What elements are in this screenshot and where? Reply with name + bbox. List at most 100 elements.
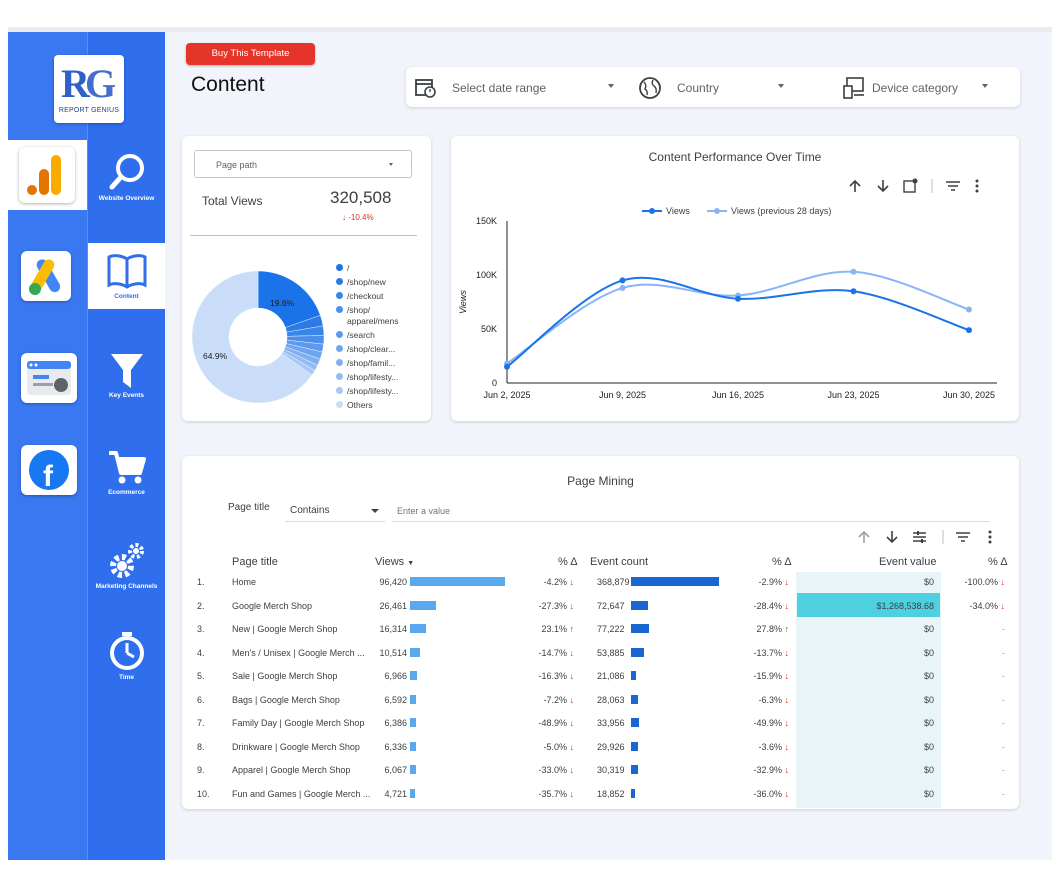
filter-value-input[interactable] [392, 500, 990, 522]
chart-settings-icon[interactable] [903, 178, 918, 193]
nav-ecommerce[interactable]: Ecommerce [88, 439, 165, 505]
row-number: 7. [197, 718, 205, 728]
donut-legend-item[interactable]: /checkout [336, 291, 417, 302]
sort-up-icon[interactable] [858, 530, 870, 543]
row-event-value: $0 [923, 647, 934, 658]
down-arrow-icon: ↓ [781, 741, 789, 752]
series-line [506, 270, 970, 365]
legend-swatch [336, 264, 343, 271]
slice-label-root: 19.6% [270, 298, 295, 308]
down-arrow-icon: ↓ [781, 788, 789, 799]
data-point[interactable] [966, 327, 972, 334]
sort-down-icon[interactable] [877, 180, 889, 193]
col-views[interactable]: Views ▼ [375, 556, 414, 568]
col-value-delta[interactable]: % Δ [988, 556, 1008, 568]
donut-legend-item[interactable]: /shop/famil... [336, 358, 417, 369]
device-category-filter[interactable]: Device category [842, 67, 992, 107]
google-analytics-tile[interactable] [19, 147, 75, 203]
data-point[interactable] [966, 306, 972, 313]
filter-icon[interactable] [946, 181, 960, 191]
slice-label-others: 64.9% [203, 351, 228, 361]
donut-legend-item[interactable]: /shop/clear... [336, 344, 417, 355]
data-point[interactable] [619, 277, 626, 284]
donut-legend-item[interactable]: /search [336, 330, 417, 341]
data-point[interactable] [850, 288, 857, 295]
down-arrow-icon: ↓ [781, 694, 789, 705]
data-point[interactable] [504, 363, 510, 370]
more-vert-icon[interactable] [988, 530, 992, 544]
row-views: 6,336 [384, 741, 407, 752]
sort-desc-icon: ▼ [407, 560, 415, 567]
donut-legend-item[interactable]: /shop/new [336, 277, 417, 288]
donut-slice[interactable] [191, 270, 313, 404]
legend-label: /shop/ apparel/mens [347, 305, 399, 326]
row-page-title: Bags | Google Merch Shop [232, 694, 340, 705]
date-range-label: Select date range [452, 81, 547, 95]
page-mining-card: Page Mining Page title Contains Page tit… [182, 456, 1019, 809]
col-views-delta[interactable]: % Δ [558, 556, 578, 568]
data-point[interactable] [735, 295, 741, 302]
logo-caption: REPORT GENIUS [58, 107, 120, 114]
chevron-down-icon [608, 84, 614, 88]
down-arrow-icon: ↓ [342, 213, 349, 222]
down-arrow-icon: ↓ [781, 600, 789, 611]
facebook-tile[interactable]: f [21, 445, 77, 495]
row-views-delta: -48.9% ↓ [538, 718, 574, 728]
google-ads-tile[interactable] [21, 251, 71, 301]
col-events-delta[interactable]: % Δ [772, 556, 792, 568]
views-bar [410, 788, 415, 798]
filter-icon[interactable] [956, 532, 970, 542]
col-event-value[interactable]: Event value [879, 556, 937, 568]
nav-website-overview[interactable]: Website Overview [88, 145, 165, 211]
donut-legend-item[interactable]: Others [336, 400, 417, 411]
nav-marketing-channels[interactable]: Marketing Channels [88, 533, 165, 599]
row-event-count: 368,879 [597, 577, 630, 587]
page-path-dropdown[interactable]: Page path [194, 150, 412, 178]
chevron-down-icon [389, 163, 393, 166]
sort-down-icon[interactable] [886, 531, 898, 544]
data-point[interactable] [850, 268, 857, 275]
legend-label[interactable]: Views [666, 206, 690, 216]
magnifier-icon [109, 154, 144, 190]
nav-key-events[interactable]: Key Events [88, 342, 165, 408]
match-type-select[interactable]: Contains [285, 500, 385, 522]
row-views-delta: -4.2% ↓ [543, 577, 574, 587]
more-vert-icon[interactable] [975, 179, 979, 193]
views-bar [410, 624, 427, 633]
row-event-count: 18,852 [597, 788, 625, 799]
nav-label: Ecommerce [108, 489, 145, 496]
donut-legend-item[interactable]: /shop/lifesty... [336, 372, 417, 383]
donut-legend-item[interactable]: /shop/ apparel/mens [336, 305, 417, 327]
google-analytics-icon [27, 155, 61, 195]
row-views: 4,721 [384, 788, 407, 799]
table-settings-icon[interactable] [913, 531, 926, 543]
sort-up-icon[interactable] [849, 179, 861, 192]
event-value-highlight [797, 592, 940, 617]
down-arrow-icon: ↓ [566, 671, 574, 681]
search-console-tile[interactable] [21, 353, 77, 403]
col-event-count[interactable]: Event count [590, 556, 649, 568]
row-events-delta: -3.6% ↓ [758, 741, 789, 752]
donut-legend-item[interactable]: /shop/lifesty... [336, 386, 417, 397]
date-range-control[interactable]: Select date range [414, 67, 620, 107]
globe-icon [639, 77, 661, 99]
table-toolbar [858, 530, 992, 544]
delta-text: -10.4% [348, 213, 374, 222]
devices-icon [843, 77, 864, 99]
y-tick-label: 150K [476, 216, 497, 226]
row-value-delta: - [1002, 741, 1005, 752]
country-filter[interactable]: Country [638, 67, 788, 107]
nav-label: Time [118, 674, 135, 681]
row-value-delta: - [1002, 694, 1005, 705]
nav-time[interactable]: Time [88, 624, 165, 690]
views-bar [410, 694, 417, 704]
row-number: 1. [197, 577, 205, 587]
col-page-title[interactable]: Page title [232, 556, 278, 568]
donut-slice[interactable] [257, 270, 321, 328]
donut-legend-item[interactable]: / [336, 263, 417, 274]
legend-label[interactable]: Views (previous 28 days) [731, 206, 831, 216]
data-point[interactable] [619, 284, 626, 291]
nav-content[interactable]: Content [88, 243, 165, 309]
svg-text:G: G [85, 61, 116, 103]
buy-template-button[interactable]: Buy This Template [186, 43, 315, 65]
